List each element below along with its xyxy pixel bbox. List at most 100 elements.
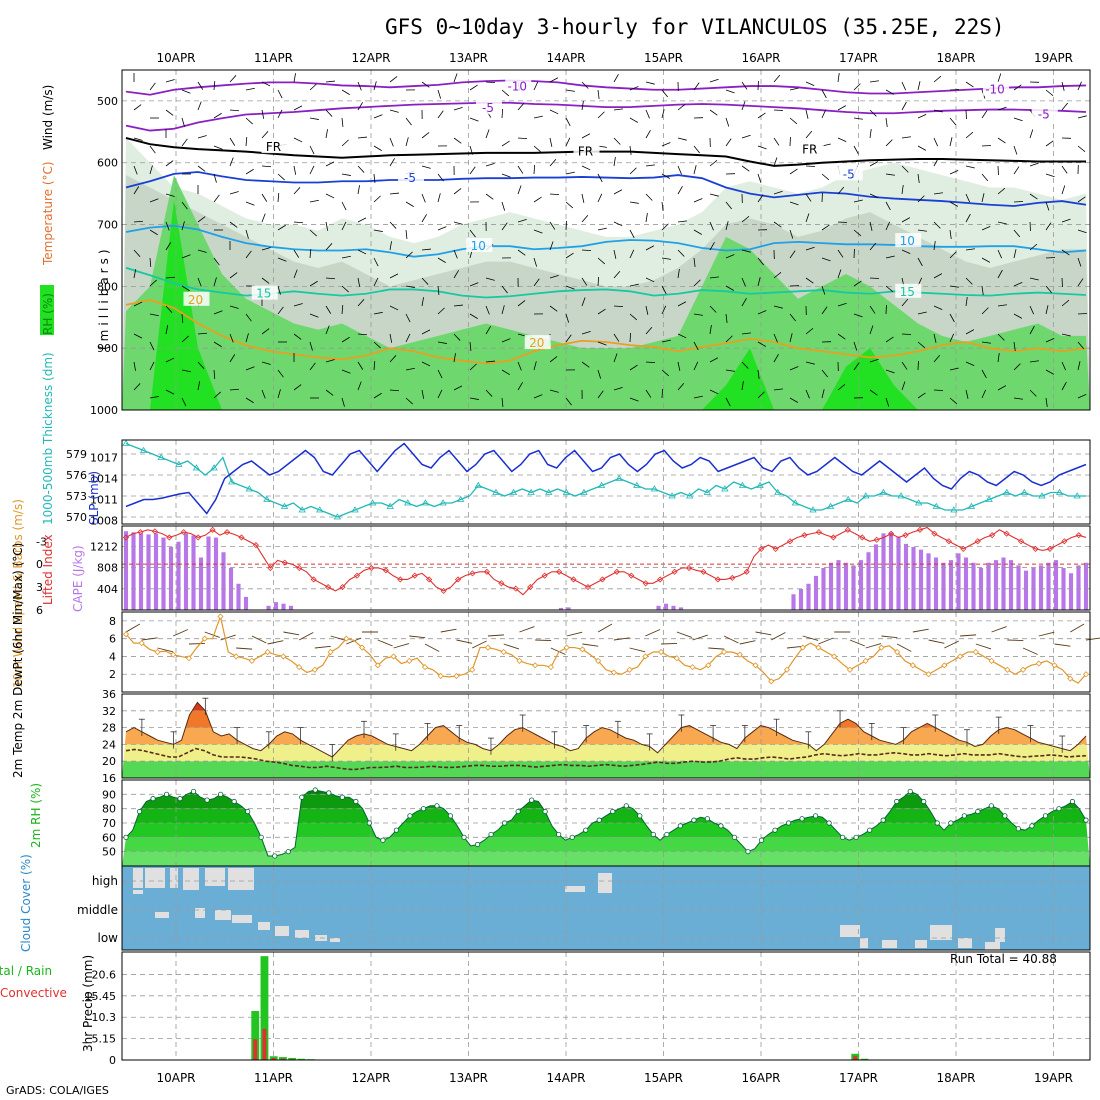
wind-barb	[421, 389, 425, 399]
wind-barb	[213, 341, 222, 348]
wind-marker	[957, 653, 964, 660]
pressure-tick: 900	[97, 342, 118, 355]
thickness-marker	[650, 485, 659, 492]
temp-panel: 16 20 24 28 32 36	[102, 688, 1091, 785]
wind-barb	[1029, 277, 1039, 281]
wind-barb	[805, 193, 812, 202]
contour-label-bg	[183, 291, 210, 306]
wind-marker	[831, 653, 838, 660]
top-date-axis: 10APR 11APR 12APR 13APR 14APR 15APR 16APR 17APR…	[156, 51, 1073, 65]
contour-label-bg	[1031, 106, 1058, 121]
wind-barb	[901, 136, 911, 139]
wind-barb-10m	[755, 631, 772, 636]
wind-barb	[757, 145, 767, 150]
wind-barb	[357, 185, 360, 195]
rh-legend-label: RH (%)	[41, 293, 55, 335]
wind-barb	[357, 102, 363, 111]
wind-barb	[309, 145, 315, 155]
rh-marker	[177, 796, 183, 802]
cape-bar	[566, 607, 571, 610]
wind-barb-10m	[267, 640, 284, 645]
wind-barb	[709, 221, 714, 231]
cape-bar	[281, 603, 286, 610]
wind-barb	[389, 158, 395, 167]
wind-barb	[709, 325, 712, 335]
wind-barb-10m	[440, 628, 457, 633]
wind-barb	[933, 75, 942, 83]
wind-barb	[309, 313, 319, 318]
wind-barb	[837, 137, 847, 143]
upper-air-panel: 500 600 700 800 900 1000 -10 -10 -5 -5 FR FR FR -5 -5 1…	[40, 69, 1091, 417]
wind-barb	[149, 165, 153, 175]
wind-marker	[532, 662, 539, 669]
pressure-tick: 700	[97, 219, 118, 232]
cape-bar	[671, 605, 676, 610]
li-marker	[786, 538, 794, 545]
cape-bar	[678, 607, 684, 610]
wind-barb	[661, 89, 668, 98]
wind-barb	[341, 285, 349, 293]
wind-barb	[693, 198, 703, 203]
wind-barb	[997, 187, 1006, 195]
wind-barb	[677, 220, 687, 223]
wind-barb	[421, 277, 429, 285]
wind-barb	[869, 325, 874, 335]
wind-barb	[773, 74, 781, 83]
slp-tick: 1017	[90, 452, 118, 465]
footer-credit: GrADS: COLA/IGES	[6, 1084, 109, 1097]
wind-barb	[1045, 201, 1050, 211]
wind-barb	[1013, 363, 1021, 371]
wind-barb	[181, 221, 185, 231]
wind-barb	[1061, 361, 1067, 371]
wind-barb	[469, 341, 472, 351]
rh-marker	[867, 827, 873, 833]
li-marker	[1046, 545, 1053, 552]
li-marker	[151, 528, 158, 535]
wind-barb	[357, 333, 368, 336]
li-marker	[1061, 538, 1068, 545]
wind-barb	[1077, 341, 1085, 350]
wind-barb	[965, 297, 968, 307]
wind-barb	[757, 257, 764, 266]
precip-conv-bar	[253, 1039, 258, 1060]
contour-label-bg	[251, 285, 278, 300]
wind-10m-label: 10m Wind Speed & Barbs (m/s)	[11, 499, 25, 688]
wind-barb	[693, 229, 702, 235]
temp-tick: 20	[102, 755, 116, 768]
rh-marker	[163, 791, 170, 797]
thickness-marker	[597, 481, 606, 488]
cloud-level-label: high	[92, 874, 118, 888]
wind-barb	[341, 369, 351, 374]
wind-barb	[1029, 243, 1038, 251]
wind-barb	[741, 249, 751, 253]
cape-bar	[656, 605, 661, 610]
wind-barb	[1061, 185, 1066, 195]
wind-marker	[925, 671, 932, 678]
cape-bar	[123, 531, 129, 610]
rh-band	[122, 823, 1090, 838]
wind-panel: 2 4 6 8	[109, 611, 1100, 693]
temperature-label: Temperature (°C)	[41, 161, 55, 266]
wind-barb	[437, 226, 447, 231]
wind-barb	[325, 305, 332, 314]
thickness-marker	[791, 499, 800, 506]
wind-barb	[725, 138, 732, 147]
thickness-tick: 570	[66, 511, 87, 524]
wind-barb	[901, 381, 906, 391]
wind-barb	[997, 137, 1006, 144]
wind-barb	[949, 367, 959, 371]
bottom-date-axis: 10APR 11APR 12APR 13APR 14APR 15APR 16APR 17APR…	[156, 1071, 1073, 1085]
date-label-bottom: 10APR	[156, 1071, 195, 1085]
thickness-marker	[456, 495, 465, 502]
wind-barb-10m	[723, 635, 739, 644]
wind-barb	[949, 333, 955, 343]
wind-barb	[405, 117, 412, 126]
rh-marker	[921, 798, 927, 805]
wind-barb	[149, 257, 152, 268]
rh-marker	[150, 796, 156, 802]
rh-marker	[204, 797, 210, 803]
wind-barb	[293, 221, 304, 224]
cloud-block	[133, 890, 143, 894]
temp-tick: 16	[102, 772, 116, 785]
temp-tick: 32	[102, 705, 116, 718]
